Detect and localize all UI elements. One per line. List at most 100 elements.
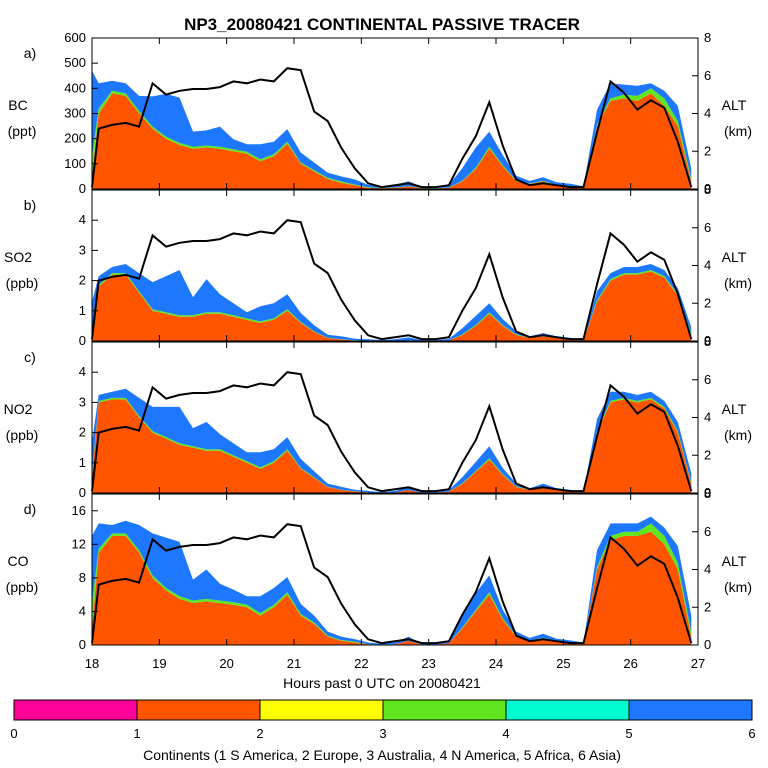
panel-b-y-ticks: 0 1 2 3 4: [79, 212, 98, 348]
colorbar-segment-6: [628, 699, 753, 721]
panel-b-alt-tick-label: 6: [704, 220, 711, 235]
panel-c-ytick-label: 2: [79, 425, 86, 440]
panel-d: 0 4 8 12 16 0 2 4 6 8 d) CO (ppb) ALT (km): [6, 486, 752, 652]
panel-d-alt-tick-label: 6: [704, 524, 711, 539]
panel-a-unit-label: (ppt): [8, 123, 37, 139]
panel-b-alt-ticks: 0 2 4 6 8: [692, 182, 711, 348]
colorbar-tick-label: 4: [502, 726, 509, 741]
panel-b-altitude-line: [91, 219, 693, 341]
panel-a-ytick-label: 400: [64, 80, 86, 95]
panel-a-ytick-label: 300: [64, 106, 86, 121]
panel-d-ytick-label: 8: [79, 570, 86, 585]
panel-c-alt-tick-label: 2: [704, 447, 711, 462]
colorbar-segment-2: [136, 699, 261, 721]
panel-a-area-s-america: [92, 93, 692, 189]
colorbar-tick-label: 2: [256, 726, 263, 741]
panel-d-area-asia: [92, 516, 692, 645]
panel-c-letter: c): [24, 349, 36, 365]
panel-b-alt-tick-label: 0: [704, 333, 711, 348]
panel-a-alt-tick-label: 4: [704, 106, 711, 121]
x-tick-label: 18: [85, 656, 99, 671]
colorbar-tick-label: 0: [10, 726, 17, 741]
panel-c-ytick-label: 4: [79, 364, 86, 379]
panel-a-areas: [92, 70, 692, 189]
colorbar-tick-label: 6: [748, 726, 755, 741]
panel-a-species-label: BC: [8, 97, 27, 113]
panel-a-ytick-label: 100: [64, 156, 86, 171]
panel-a-alt-tick-label: 0: [704, 181, 711, 196]
panel-c-area-s-america: [92, 399, 692, 493]
x-tick-label: 26: [623, 656, 637, 671]
panel-a-alt-tick-label: 2: [704, 143, 711, 158]
panel-a-letter: a): [24, 45, 36, 61]
panel-a-ytick-label: 200: [64, 131, 86, 146]
x-tick-label: 27: [691, 656, 705, 671]
panel-b-x-ticks: [91, 190, 699, 341]
colorbar-segment-5: [505, 699, 630, 721]
panel-c-alt-tick-label: 6: [704, 372, 711, 387]
panel-b-area-s-america: [92, 271, 692, 341]
panel-d-alt-tick-label: 0: [704, 637, 711, 652]
panel-d-ytick-label: 12: [72, 536, 86, 551]
continent-colorbar: 0 1 2 3 4 5 6: [10, 699, 756, 741]
panel-c-unit-label: (ppb): [6, 427, 39, 443]
panel-b: 0 1 2 3 4 0 2 4 6 8 b) SO2 (ppb) ALT (km): [4, 182, 752, 348]
panel-a-area-n-america: [92, 88, 692, 189]
panel-d-species-label: CO: [8, 553, 29, 569]
x-tick-label: 21: [287, 656, 301, 671]
panel-d-km-label: (km): [724, 579, 752, 595]
panel-c-ytick-label: 1: [79, 455, 86, 470]
panel-d-x-ticks: [91, 494, 699, 645]
panel-c-x-ticks: [91, 342, 699, 493]
colorbar-segment-3: [259, 699, 384, 721]
panel-a-alt-ticks: 0 2 4 6 8: [692, 30, 711, 196]
panel-a-ytick-label: 600: [64, 30, 86, 45]
panel-a-x-ticks: [91, 38, 699, 189]
panel-c-alt-tick-label: 0: [704, 485, 711, 500]
panel-a: 0 100 200 300 400 500 600 0 2 4 6 8 a) BC (ppt) AL…: [8, 30, 752, 196]
panel-c-altitude-line: [91, 371, 693, 493]
panel-d-areas: [92, 516, 692, 645]
x-axis-label: Hours past 0 UTC on 20080421: [283, 675, 481, 691]
x-tick-label: 23: [421, 656, 435, 671]
colorbar-tick-label: 3: [379, 726, 386, 741]
panel-b-ytick-label: 0: [79, 333, 86, 348]
x-tick-label: 20: [219, 656, 233, 671]
panel-d-alt-ticks: 0 2 4 6 8: [692, 486, 711, 652]
panel-a-alt-tick-label: 6: [704, 68, 711, 83]
panel-a-altitude-line: [91, 67, 693, 189]
panel-b-ytick-label: 2: [79, 273, 86, 288]
panel-d-area-s-america: [92, 531, 692, 645]
panel-d-area-n-america: [92, 523, 692, 645]
colorbar-tick-label: 1: [133, 726, 140, 741]
panel-b-unit-label: (ppb): [6, 275, 39, 291]
x-tick-label: 22: [354, 656, 368, 671]
panel-d-ytick-label: 16: [72, 503, 86, 518]
panel-b-ytick-label: 1: [79, 303, 86, 318]
panel-b-area-asia: [92, 264, 692, 341]
panel-c-area-asia: [92, 388, 692, 493]
panel-b-km-label: (km): [724, 275, 752, 291]
panel-a-area-asia: [92, 70, 692, 189]
panel-b-alt-tick-label: 8: [704, 182, 711, 197]
panel-d-ytick-label: 0: [79, 637, 86, 652]
panel-c: 0 1 2 3 4 0 2 4 6 8 c) NO2 (ppb) ALT (km): [4, 334, 752, 500]
colorbar-segment-1: [13, 699, 138, 721]
panel-c-species-label: NO2: [4, 401, 33, 417]
x-tick-label: 19: [152, 656, 166, 671]
panel-b-alt-tick-label: 2: [704, 295, 711, 310]
panel-b-alt-label: ALT: [722, 249, 747, 265]
panel-b-letter: b): [24, 197, 36, 213]
panel-c-areas: [92, 388, 692, 493]
panel-a-ytick-label: 500: [64, 55, 86, 70]
x-tick-label: 25: [556, 656, 570, 671]
panel-d-altitude-line: [91, 523, 693, 645]
panel-c-alt-tick-label: 8: [704, 334, 711, 349]
panel-b-ytick-label: 4: [79, 212, 86, 227]
panel-c-y-ticks: 0 1 2 3 4: [79, 364, 98, 500]
x-tick-label: 24: [489, 656, 503, 671]
panel-a-alt-label: ALT: [722, 97, 747, 113]
colorbar-title: Continents (1 S America, 2 Europe, 3 Aus…: [143, 747, 621, 763]
panel-d-unit-label: (ppb): [6, 579, 39, 595]
